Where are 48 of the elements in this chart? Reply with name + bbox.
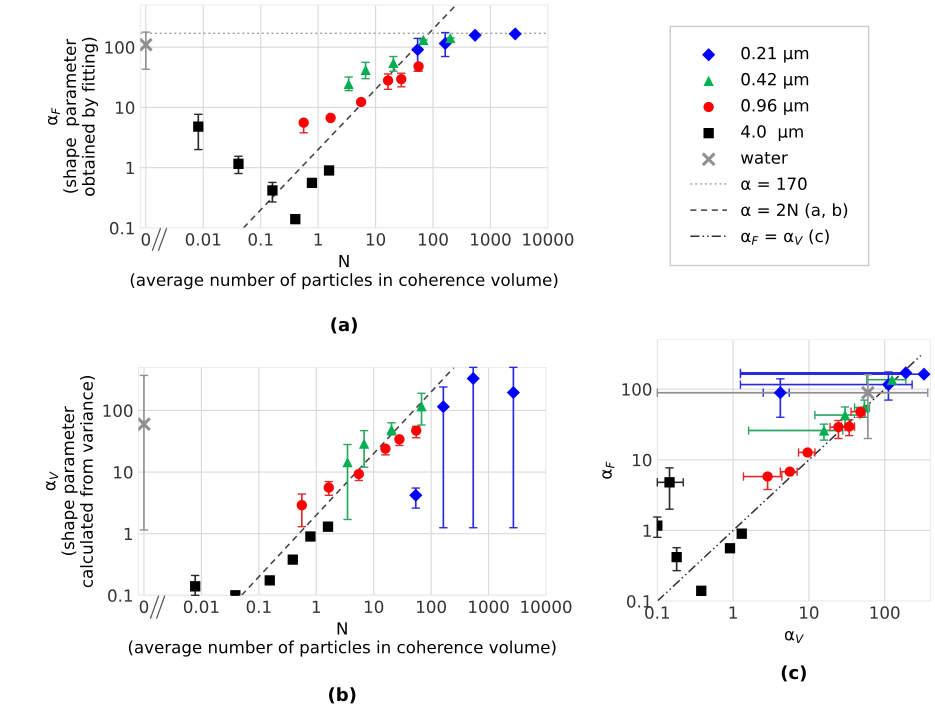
x-tick-label: 0.01 <box>186 233 220 246</box>
x-tick-label: 0.1 <box>645 606 670 619</box>
x-tick-label: 10 <box>364 600 384 614</box>
x-tick-label: 0.1 <box>248 233 272 246</box>
y-axis-title: α$_{F}$ <box>602 462 614 479</box>
x-tick-label: 10000 <box>523 233 574 246</box>
legend-label: α = 2N (a, b) <box>741 203 848 218</box>
legend-label: 0.21 µm <box>741 46 808 63</box>
x-tick-label: 1 <box>312 600 320 613</box>
y-tick-label: 100 <box>104 404 132 417</box>
x-tick-label: 100 <box>417 600 446 614</box>
x-tick-label: 10 <box>800 606 818 619</box>
x-tick-label: 100 <box>870 606 900 619</box>
y-tick-label: 0.1 <box>110 222 134 235</box>
legend-label: 0.42 µm <box>741 72 808 89</box>
x-tick-label: 100 <box>418 233 448 246</box>
x-axis-title: α$_{V}$ <box>784 631 804 644</box>
y-tick-label: 1 <box>124 528 132 540</box>
y-axis-title: α$_{F}$ (shape parameter obtained by fitting) <box>48 38 98 196</box>
y-axis-title: α$_{V}$ (shape parameter calculated from variance) <box>46 376 95 588</box>
x-tick-label: 0.01 <box>184 600 218 614</box>
x-tick-label: 1 <box>730 606 737 619</box>
text: (a) <box>331 317 357 334</box>
y-tick-label: 100 <box>622 383 652 396</box>
text: (c) <box>782 665 806 682</box>
text: (b) <box>329 687 356 704</box>
y-tick-label: 10 <box>116 101 134 114</box>
y-tick-label: 10 <box>633 454 652 466</box>
x-tick-label: 1000 <box>469 600 509 614</box>
x-axis-title: N (average number of particles in coherence volume) <box>128 622 556 657</box>
legend-label: 4.0 µm <box>741 125 803 142</box>
y-tick-label: 10 <box>114 466 132 479</box>
legend-label: water <box>741 152 788 164</box>
legend-label: 0.96 µm <box>741 99 808 115</box>
legend-label: α = 170 <box>741 177 807 190</box>
x-tick-label: 0 <box>142 233 150 246</box>
text: α$_{F}$ = α$_{V}$ (c) <box>741 229 829 245</box>
y-tick-label: 100 <box>105 41 134 54</box>
x-tick-label: 1 <box>314 233 322 246</box>
x-tick-label: 10 <box>366 233 386 246</box>
x-axis-title: N (average number of particles in coherence volume) <box>130 255 558 290</box>
x-tick-label: 0.1 <box>246 600 271 614</box>
x-tick-label: 10000 <box>521 600 572 614</box>
y-tick-label: 0.1 <box>108 589 132 602</box>
y-tick-label: 1 <box>126 162 134 174</box>
x-tick-label: 0 <box>140 600 148 614</box>
x-tick-label: 1000 <box>471 233 511 246</box>
y-tick-label: 1 <box>644 524 651 537</box>
